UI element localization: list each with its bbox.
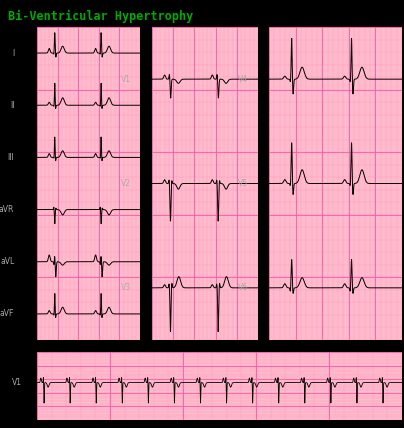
Text: V6: V6 [238, 283, 248, 292]
Text: III: III [8, 153, 14, 162]
Text: I: I [12, 49, 14, 58]
Text: V3: V3 [121, 283, 131, 292]
Text: V4: V4 [238, 74, 248, 83]
Text: aVR: aVR [0, 205, 14, 214]
Text: aVL: aVL [0, 257, 14, 266]
Text: II: II [10, 101, 14, 110]
Text: Bi-Ventricular Hypertrophy: Bi-Ventricular Hypertrophy [8, 10, 194, 23]
Text: V1: V1 [121, 74, 131, 83]
Text: aVF: aVF [0, 309, 14, 318]
Text: V1: V1 [13, 378, 22, 387]
Text: V2: V2 [121, 179, 131, 188]
Text: V5: V5 [238, 179, 248, 188]
